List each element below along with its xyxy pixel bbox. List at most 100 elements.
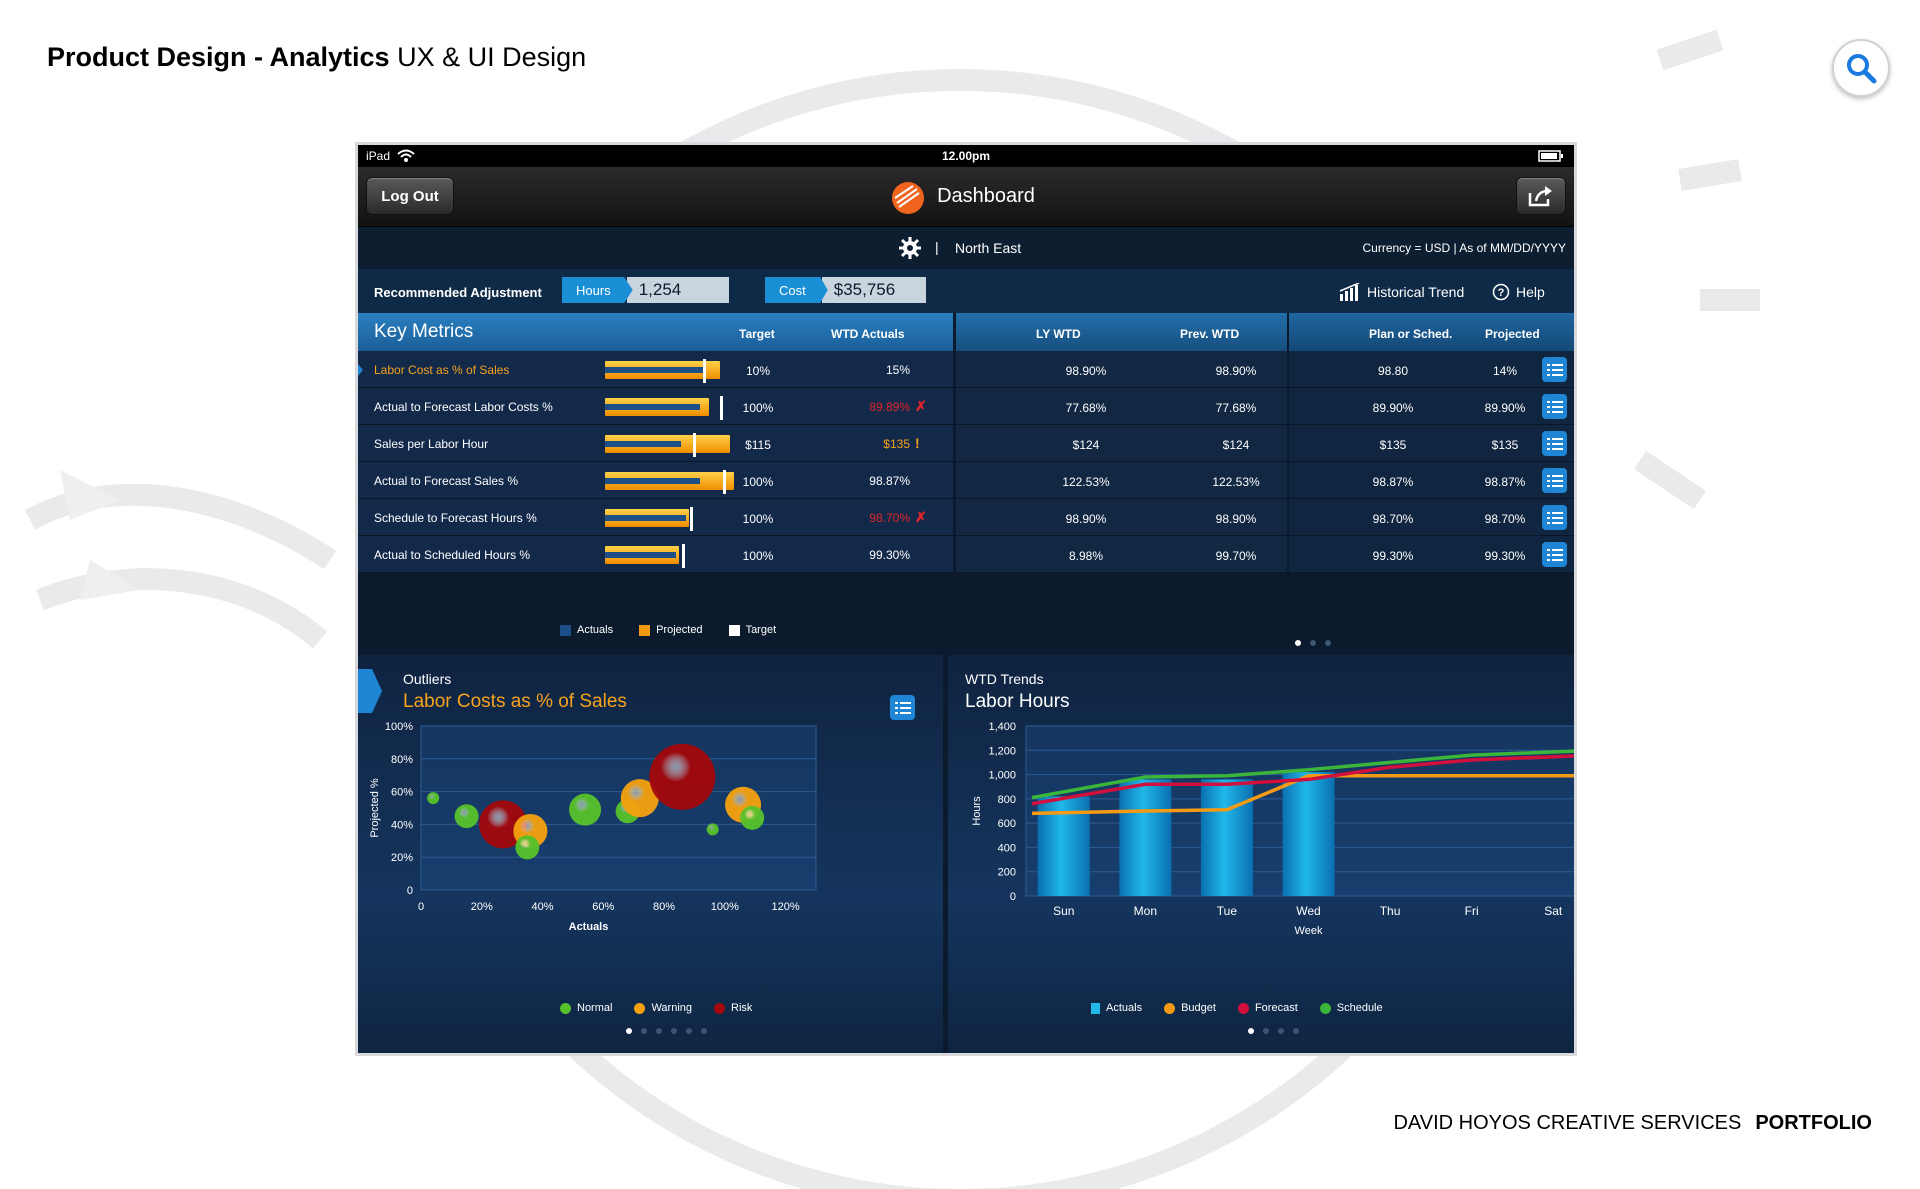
actual-bar xyxy=(605,478,701,484)
y-tick-label: 0 xyxy=(1010,891,1016,903)
x-tick-label: 120% xyxy=(772,901,800,913)
labor-hours-chart: 0 200 400 600 800 1,000 1,200 1,400 Hours Sun Mon T… xyxy=(971,721,1574,937)
metrics-header-left: Key Metrics Target WTD Actuals xyxy=(358,313,953,351)
trends-pager[interactable] xyxy=(1248,1028,1299,1034)
bubble-normal xyxy=(515,835,540,860)
metric-row[interactable]: Actual to Forecast Labor Costs % 100% 89.8… xyxy=(358,388,1574,425)
list-icon xyxy=(894,701,911,714)
metric-row[interactable]: Schedule to Forecast Hours % 100% 98.70% ✗ 9… xyxy=(358,499,1574,536)
y-tick-label: 100% xyxy=(385,721,413,733)
outliers-list-button[interactable] xyxy=(890,695,915,720)
y-tick-label: 1,000 xyxy=(988,770,1016,782)
metric-wtd-actual: 98.87% xyxy=(869,474,910,488)
region-separator: | xyxy=(935,239,939,255)
y-tick-label: 80% xyxy=(391,754,413,766)
metric-projected: $135 xyxy=(1491,438,1519,452)
bubble-normal xyxy=(427,792,440,805)
col-target: Target xyxy=(739,327,775,341)
line-schedule xyxy=(1031,749,1574,800)
adjustment-bar: Recommended Adjustment Hours 1,254 Cost … xyxy=(358,269,1574,313)
legend-projected: Projected xyxy=(639,624,703,636)
logout-button[interactable]: Log Out xyxy=(366,177,454,215)
x-tick-label: Sun xyxy=(1053,904,1074,918)
target-marker xyxy=(682,544,685,568)
metric-row[interactable]: Actual to Forecast Sales % 100% 98.87% 122.… xyxy=(358,462,1574,499)
hours-tag: Hours xyxy=(562,277,633,303)
bubble-normal xyxy=(454,804,479,829)
y-tick-label: 200 xyxy=(998,867,1016,879)
metric-projected: 14% xyxy=(1492,364,1518,378)
row-details-button[interactable] xyxy=(1542,542,1567,567)
footer: DAVID HOYOS CREATIVE SERVICES PORTFOLIO xyxy=(1393,1112,1872,1134)
metric-name: Labor Cost as % of Sales xyxy=(374,363,510,377)
x-tick-label: 60% xyxy=(592,901,614,913)
metric-row[interactable]: Sales per Labor Hour $115 $135! $124 $124 $13… xyxy=(358,425,1574,462)
outliers-bubble-chart: 0 20% 40% 60% 80% 100% 0 20% 40% 60% 80% 100% 120% Ac… xyxy=(369,721,817,933)
y-tick-label: 20% xyxy=(391,852,413,864)
row-details-button[interactable] xyxy=(1542,468,1567,493)
bubble-risk xyxy=(649,743,716,810)
metrics-header-right: Plan or Sched. Projected xyxy=(1289,313,1574,351)
hours-value: 1,254 xyxy=(626,277,729,303)
actual-bar xyxy=(605,515,687,521)
x-tick-label: 80% xyxy=(653,901,675,913)
metrics-rows: Labor Cost as % of Sales 10% 15% 98.90% 98.9… xyxy=(358,351,1574,573)
help-label: Help xyxy=(1516,284,1545,300)
target-marker xyxy=(722,470,726,494)
actuals-bar xyxy=(1200,779,1253,896)
legend-budget: Budget xyxy=(1164,1002,1216,1014)
metrics-page-dots[interactable] xyxy=(1295,640,1331,646)
trends-kicker: WTD Trends xyxy=(965,671,1044,687)
share-icon xyxy=(1528,186,1552,207)
x-tick-label: 20% xyxy=(471,901,493,913)
row-details-button[interactable] xyxy=(1542,394,1567,419)
outliers-page-dots[interactable] xyxy=(626,1028,707,1034)
help-button[interactable]: ? Help xyxy=(1492,283,1545,301)
actuals-bar xyxy=(1119,779,1172,896)
x-axis-label: Week xyxy=(1295,925,1323,937)
y-tick-label: 600 xyxy=(998,818,1016,830)
metric-plan: 98.80 xyxy=(1377,364,1409,378)
currency-date-info: Currency = USD | As of MM/DD/YYYY xyxy=(1362,241,1566,255)
x-tick-label: Wed xyxy=(1296,904,1320,918)
search-button[interactable] xyxy=(1832,39,1890,97)
target-marker xyxy=(690,507,694,531)
metric-bullet-bar xyxy=(605,359,745,383)
metric-row[interactable]: Actual to Scheduled Hours % 100% 99.30% 8.9… xyxy=(358,536,1574,573)
region-name[interactable]: North East xyxy=(955,240,1022,256)
x-tick-label: Tue xyxy=(1217,904,1238,918)
share-button[interactable] xyxy=(1516,177,1566,215)
actual-bar xyxy=(605,552,677,558)
trend-chart-icon xyxy=(1339,283,1360,301)
row-details-button[interactable] xyxy=(1542,505,1567,530)
search-icon xyxy=(1847,54,1877,84)
target-marker xyxy=(703,359,706,383)
legend-normal: Normal xyxy=(560,1002,612,1014)
col-projected: Projected xyxy=(1485,327,1540,341)
y-tick-label: 40% xyxy=(391,819,413,831)
region-bar: | North East Currency = USD | As of MM/D… xyxy=(358,227,1574,269)
metric-prev-wtd: 98.90% xyxy=(1215,512,1257,526)
metric-target: 100% xyxy=(742,512,774,526)
outliers-legend: Normal Warning Risk xyxy=(560,1002,752,1014)
metric-bullet-bar xyxy=(605,507,745,531)
selected-row-pointer-icon xyxy=(358,364,363,376)
legend-warning: Warning xyxy=(634,1002,692,1014)
metric-bullet-bar xyxy=(605,396,745,420)
metric-ly-wtd: 122.53% xyxy=(1062,475,1110,489)
row-details-button[interactable] xyxy=(1542,431,1567,456)
gear-icon[interactable] xyxy=(898,236,922,260)
metric-wtd-actual: 98.70% xyxy=(869,511,910,525)
metric-plan: 98.70% xyxy=(1372,512,1414,526)
y-axis-label: Projected % xyxy=(369,778,381,838)
status-mark-icon: ! xyxy=(915,435,920,451)
hours-chip: Hours 1,254 xyxy=(562,277,729,303)
row-details-button[interactable] xyxy=(1542,357,1567,382)
metric-bullet-bar xyxy=(605,433,745,457)
metric-row[interactable]: Labor Cost as % of Sales 10% 15% 98.90% 98.9… xyxy=(358,351,1574,388)
metric-name: Sales per Labor Hour xyxy=(374,437,489,451)
metric-ly-wtd: 98.90% xyxy=(1065,364,1107,378)
metric-name: Actual to Scheduled Hours % xyxy=(374,548,531,562)
wifi-icon xyxy=(397,149,415,162)
historical-trend-button[interactable]: Historical Trend xyxy=(1339,283,1464,301)
